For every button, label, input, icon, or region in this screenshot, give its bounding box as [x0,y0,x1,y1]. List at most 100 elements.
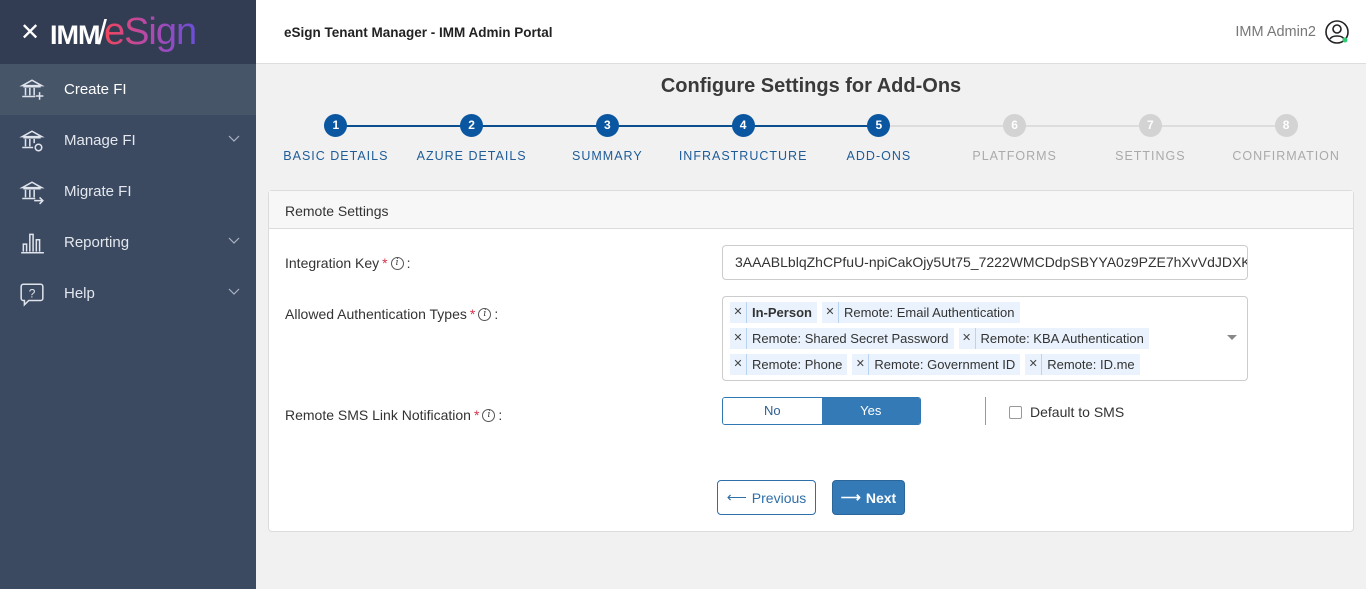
step-number: 1 [324,114,348,137]
selected-tag: ✕ Remote: Government ID [852,354,1021,375]
sms-label: Remote SMS Link Notification * i: [285,407,502,423]
step-connector [743,125,879,127]
required-mark: * [469,306,476,322]
remote-settings-card: Remote Settings Integration Key * i: 3AAAB… [268,190,1354,532]
user-avatar-icon [1325,20,1349,44]
auth-types-multiselect[interactable]: ✕ In-Person ✕ Remote: Email Authentication ✕… [722,296,1248,381]
step-platforms[interactable]: 6 PLATFORMS [947,114,1151,163]
toggle-yes[interactable]: Yes [821,398,920,424]
info-icon[interactable]: i [482,408,496,422]
selected-tag: ✕ Remote: KBA Authentication [958,328,1149,349]
sidebar-item-label: Manage FI [64,132,136,149]
step-label: AZURE DETAILS [416,149,527,163]
step-connector [1150,125,1287,127]
remove-tag-icon[interactable]: ✕ [730,354,747,375]
remove-tag-icon[interactable]: ✕ [852,354,870,375]
step-number: 5 [867,114,891,137]
remove-tag-icon[interactable]: ✕ [1025,354,1043,375]
label-text: Remote SMS Link Notification [285,407,471,423]
close-menu-icon[interactable]: ✕ [20,18,41,46]
step-azure-details[interactable]: 2 AZURE DETAILS [404,114,608,163]
sidebar-item-create-fi[interactable]: Create FI [0,64,256,115]
bank-arrow-icon [0,179,64,205]
label-text: Integration Key [285,255,380,271]
chevron-down-icon[interactable] [228,234,240,246]
step-number: 6 [1003,114,1027,137]
bank-gear-icon [0,128,64,154]
step-connector [1014,125,1151,127]
colon: : [498,407,503,423]
tag-label: Remote: Shared Secret Password [752,331,949,346]
step-basic-details[interactable]: 1 BASIC DETAILS [268,114,472,163]
toggle-no[interactable]: No [723,398,822,424]
tag-label: In-Person [752,305,812,320]
step-label: PLATFORMS [972,149,1057,163]
next-button[interactable]: ⟶ Next [832,480,905,515]
stepper: 1 BASIC DETAILS 2 AZURE DETAILS 3 SUMMARY 4 INF… [268,114,1354,163]
step-summary[interactable]: 3 SUMMARY [540,114,744,163]
sms-toggle[interactable]: No Yes [722,397,921,425]
sidebar-item-label: Help [64,285,95,302]
step-settings[interactable]: 7 SETTINGS [1083,114,1287,163]
sidebar-item-label: Create FI [64,81,127,98]
tag-label: Remote: Phone [752,357,843,372]
bar-chart-icon [0,230,64,256]
colon: : [494,306,499,322]
step-number: 7 [1138,114,1162,137]
user-name: IMM Admin2 [1235,24,1316,40]
chevron-down-icon[interactable] [228,285,240,297]
sidebar-item-reporting[interactable]: Reporting [0,217,256,268]
app-title: eSign Tenant Manager - IMM Admin Portal [284,25,553,40]
colon: : [406,255,411,271]
step-number: 2 [460,114,484,137]
sidebar-item-label: Reporting [64,234,130,251]
label-text: Allowed Authentication Types [285,306,467,322]
info-icon[interactable]: i [390,256,404,270]
dropdown-caret-icon[interactable] [1227,335,1237,340]
info-icon[interactable]: i [478,307,492,321]
next-label: Next [865,489,897,506]
logo: IMM / eSign [50,10,197,53]
sidebar-item-manage-fi[interactable]: Manage FI [0,115,256,166]
step-connector [878,125,1015,127]
required-mark: * [473,407,480,423]
tag-label: Remote: ID.me [1047,357,1135,372]
chevron-down-icon[interactable] [228,132,240,144]
remove-tag-icon[interactable]: ✕ [822,302,839,323]
sidebar-item-help[interactable]: ? Help [0,268,256,319]
bank-plus-icon [0,77,64,103]
auth-types-label: Allowed Authentication Types * i: [285,306,498,322]
step-connector [335,125,472,127]
integration-key-input[interactable]: 3AAABLblqZhCPfuU-npiCakOjy5Ut75_7222WMCD… [722,245,1248,280]
tag-label: Remote: Email Authentication [843,305,1015,320]
step-add-ons[interactable]: 5 ADD-ONS [811,114,1015,163]
step-number: 8 [1274,114,1298,137]
checkbox-box[interactable] [1009,405,1022,419]
user-menu[interactable]: IMM Admin2 [1235,19,1350,45]
sidebar-item-migrate-fi[interactable]: Migrate FI [0,166,256,217]
step-label: ADD-ONS [846,149,912,163]
selected-tag: ✕ Remote: ID.me [1025,354,1140,375]
tag-label: Remote: KBA Authentication [980,331,1144,346]
step-connector [607,125,744,127]
step-confirmation[interactable]: 8 CONFIRMATION [1218,114,1354,163]
integration-key-label: Integration Key * i: [285,255,411,271]
previous-button[interactable]: ⟵ Previous [717,480,816,515]
help-bubble-icon: ? [0,281,64,307]
sidebar: ✕ IMM / eSign Create FI Manage FI Migrate FI… [0,0,256,589]
step-infrastructure[interactable]: 4 INFRASTRUCTURE [675,114,879,163]
step-number: 4 [731,114,755,137]
step-label: BASIC DETAILS [283,149,389,163]
remove-tag-icon[interactable]: ✕ [730,328,747,349]
sidebar-item-label: Migrate FI [64,183,132,200]
step-number: 3 [595,114,619,137]
remove-tag-icon[interactable]: ✕ [959,328,976,349]
default-to-sms-checkbox[interactable]: Default to SMS [1009,404,1124,420]
remove-tag-icon[interactable]: ✕ [730,302,747,323]
arrow-left-icon: ⟵ [726,489,747,505]
divider [985,397,986,425]
selected-tag: ✕ Remote: Phone [730,354,848,375]
checkbox-label: Default to SMS [1030,404,1125,420]
selected-tag: ✕ Remote: Email Authentication [821,302,1020,323]
page-title: Configure Settings for Add-Ons [660,75,962,97]
